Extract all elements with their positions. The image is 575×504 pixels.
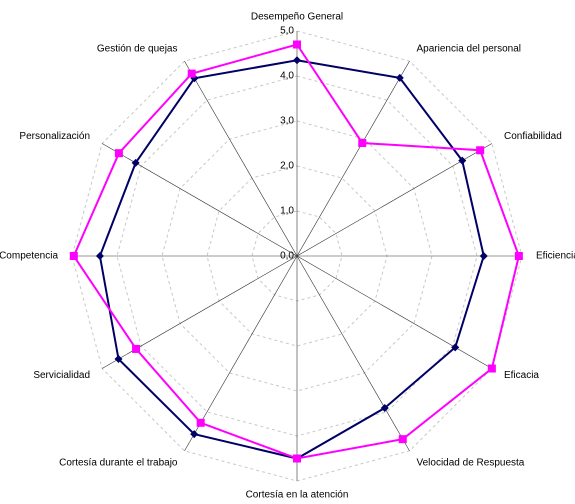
r-tick-label: 2,0 (280, 161, 294, 172)
marker (69, 252, 78, 260)
r-tick-label: 4,0 (280, 71, 294, 82)
marker (479, 252, 488, 260)
category-label: Cortesía en la atención (246, 490, 349, 501)
category-label: Personalización (19, 131, 90, 142)
category-label: Eficiencia (536, 251, 575, 262)
category-label: Servicialidad (33, 370, 90, 381)
marker (95, 252, 104, 260)
marker (380, 403, 389, 412)
spoke (296, 255, 410, 452)
series-line (72, 43, 520, 460)
category-label: Eficacia (504, 370, 539, 381)
marker (395, 73, 404, 82)
marker (187, 69, 196, 78)
spoke (184, 255, 298, 452)
spoke (296, 60, 410, 257)
marker (293, 40, 301, 49)
marker (293, 56, 301, 65)
marker (487, 364, 496, 373)
spoke (101, 255, 298, 369)
marker (131, 158, 140, 167)
category-label: Apariencia del personal (417, 44, 522, 55)
marker (190, 430, 199, 439)
marker (514, 252, 523, 260)
marker (451, 343, 460, 352)
category-label: Desempeño General (251, 12, 343, 23)
spoke (296, 143, 493, 257)
r-tick-label: 1,0 (280, 206, 294, 217)
marker (293, 454, 301, 463)
category-label: Velocidad de Respuesta (417, 458, 525, 469)
marker (132, 344, 141, 353)
marker (398, 435, 407, 444)
marker (114, 355, 123, 364)
spoke (184, 60, 298, 257)
marker (196, 418, 205, 427)
category-label: Gestión de quejas (97, 44, 178, 55)
spoke (296, 255, 493, 369)
marker (476, 146, 485, 155)
marker (458, 156, 467, 165)
marker (358, 138, 367, 147)
r-tick-label: 5,0 (280, 26, 294, 37)
r-tick-label: 3,0 (280, 116, 294, 127)
marker (114, 149, 123, 158)
category-label: Competencia (0, 251, 58, 262)
spoke (101, 143, 298, 257)
category-label: Cortesía durante el trabajo (59, 458, 178, 469)
category-label: Confiabilidad (504, 131, 562, 142)
